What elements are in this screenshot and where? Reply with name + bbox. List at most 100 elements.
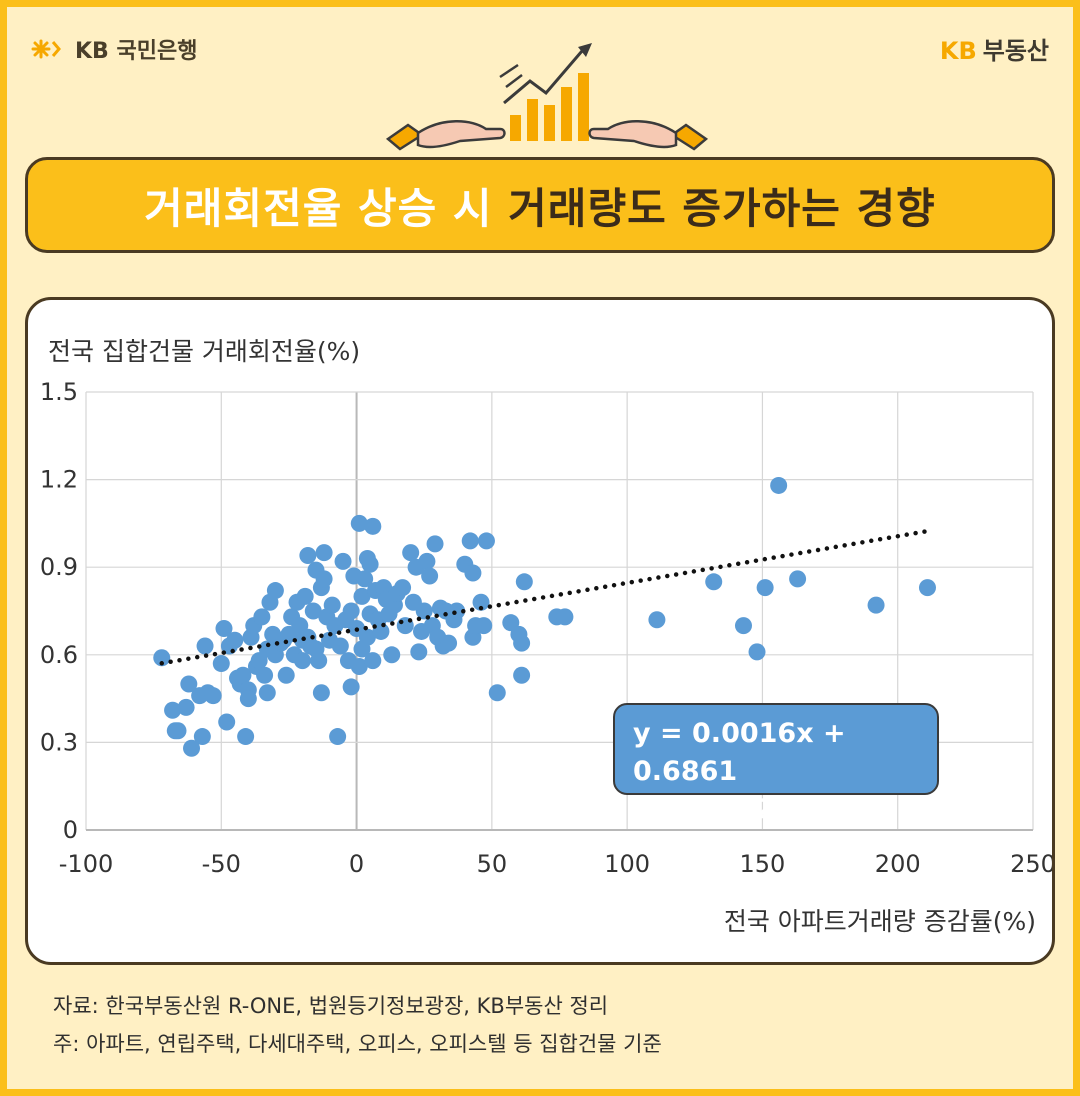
data-point: [410, 643, 428, 661]
data-point: [293, 652, 311, 670]
data-point: [315, 544, 333, 562]
x-tick-label: 100: [604, 850, 650, 878]
data-point: [239, 690, 257, 708]
data-point: [789, 570, 807, 588]
data-point: [169, 722, 187, 740]
y-axis-label: 전국 집합건물 거래회전율(%): [48, 337, 360, 366]
data-point: [266, 582, 284, 600]
bank-logo-text: KB 국민은행: [75, 39, 198, 64]
data-point: [513, 666, 531, 684]
data-point: [383, 646, 401, 664]
title-part2: 거래량도 증가하는 경향: [508, 183, 936, 233]
brand-kb: KB: [939, 37, 977, 65]
x-tick-label: -50: [202, 850, 241, 878]
data-point: [315, 570, 333, 588]
data-point: [256, 666, 274, 684]
data-point: [218, 713, 236, 731]
x-axis-label: 전국 아파트거래량 증감률(%): [724, 907, 1036, 936]
data-point: [426, 535, 444, 553]
chart-card: -100 -50 0 50 100 150 200 250 0 0.3 0.6 0.9 1.2 1.5 전…: [25, 297, 1055, 965]
data-point: [234, 666, 252, 684]
data-point: [364, 517, 382, 535]
data-point: [475, 617, 493, 635]
kb-kookmin-logo: KB 국민은행: [29, 33, 197, 65]
y-tick-label: 1.2: [40, 466, 78, 494]
data-point: [204, 687, 222, 705]
data-point: [299, 547, 317, 565]
data-point: [867, 596, 885, 614]
data-point: [748, 643, 766, 661]
data-point: [477, 532, 495, 550]
data-point: [177, 698, 195, 716]
data-point: [312, 684, 330, 702]
trendline: [159, 529, 928, 666]
brand-name: 부동산: [982, 37, 1049, 65]
y-tick-label: 1.5: [40, 378, 78, 406]
data-point: [304, 602, 322, 620]
data-point: [331, 637, 349, 655]
data-point: [418, 552, 436, 570]
x-tick-label: 150: [740, 850, 786, 878]
data-point: [212, 655, 230, 673]
source-note: 자료: 한국부동산원 R-ONE, 법원등기정보광장, KB부동산 정리: [53, 994, 609, 1018]
data-point: [215, 620, 233, 638]
data-point: [183, 739, 201, 757]
x-tick-label: 0: [349, 850, 364, 878]
data-point: [296, 587, 314, 605]
data-point: [734, 617, 752, 635]
data-point: [164, 701, 182, 719]
data-point: [180, 675, 198, 693]
data-point: [361, 555, 379, 573]
scatter-chart: -100 -50 0 50 100 150 200 250 0 0.3 0.6 0.9 1.2 1.5 전…: [40, 337, 1052, 936]
title-part1: 거래회전율 상승 시: [144, 183, 493, 233]
data-points: [153, 476, 936, 757]
data-point: [918, 579, 936, 597]
data-point: [394, 579, 412, 597]
data-point: [277, 666, 295, 684]
x-tick-label: -100: [59, 850, 113, 878]
title-banner: 거래회전율 상승 시 거래량도 증가하는 경향: [25, 157, 1055, 253]
grid: [85, 391, 1034, 831]
data-point: [356, 570, 374, 588]
data-point: [342, 602, 360, 620]
y-tick-label: 0: [63, 816, 78, 844]
data-point: [253, 608, 271, 626]
data-point: [402, 544, 420, 562]
tick-labels: -100 -50 0 50 100 150 200 250 0 0.3 0.6 0.9 1.2 1.5: [40, 378, 1052, 878]
data-point: [461, 532, 479, 550]
data-point: [193, 728, 211, 746]
data-point: [323, 596, 341, 614]
r-squared: R² = 0.2279: [633, 794, 812, 825]
data-point: [334, 552, 352, 570]
data-point: [237, 728, 255, 746]
data-point: [488, 684, 506, 702]
data-point: [705, 573, 723, 591]
data-point: [153, 649, 171, 667]
data-point: [440, 634, 458, 652]
footer: 자료: 한국부동산원 R-ONE, 법원등기정보광장, KB부동산 정리 주: …: [53, 987, 662, 1063]
data-point: [448, 602, 466, 620]
hero-bars-icon: [510, 73, 589, 141]
x-tick-label: 250: [1010, 850, 1052, 878]
data-point: [472, 593, 490, 611]
x-tick-label: 200: [875, 850, 921, 878]
data-point: [226, 631, 244, 649]
data-point: [364, 652, 382, 670]
data-point: [358, 628, 376, 646]
data-point: [329, 728, 347, 746]
data-point: [196, 637, 214, 655]
y-tick-label: 0.9: [40, 553, 78, 581]
data-point: [350, 514, 368, 532]
y-tick-label: 0.3: [40, 728, 78, 756]
data-point: [258, 684, 276, 702]
data-point: [756, 579, 774, 597]
data-point: [648, 611, 666, 629]
regression-equation: y = 0.0016x + 0.6861: [633, 718, 846, 787]
data-point: [310, 652, 328, 670]
trendline-path: [159, 529, 928, 666]
footnote: 주: 아파트, 연립주택, 다세대주택, 오피스, 오피스텔 등 집합건물 기준: [53, 1032, 662, 1056]
regression-box: y = 0.0016x + 0.6861 R² = 0.2279: [613, 703, 939, 825]
star-icon: [31, 39, 61, 59]
rising-chart-hands-icon: [385, 43, 709, 151]
